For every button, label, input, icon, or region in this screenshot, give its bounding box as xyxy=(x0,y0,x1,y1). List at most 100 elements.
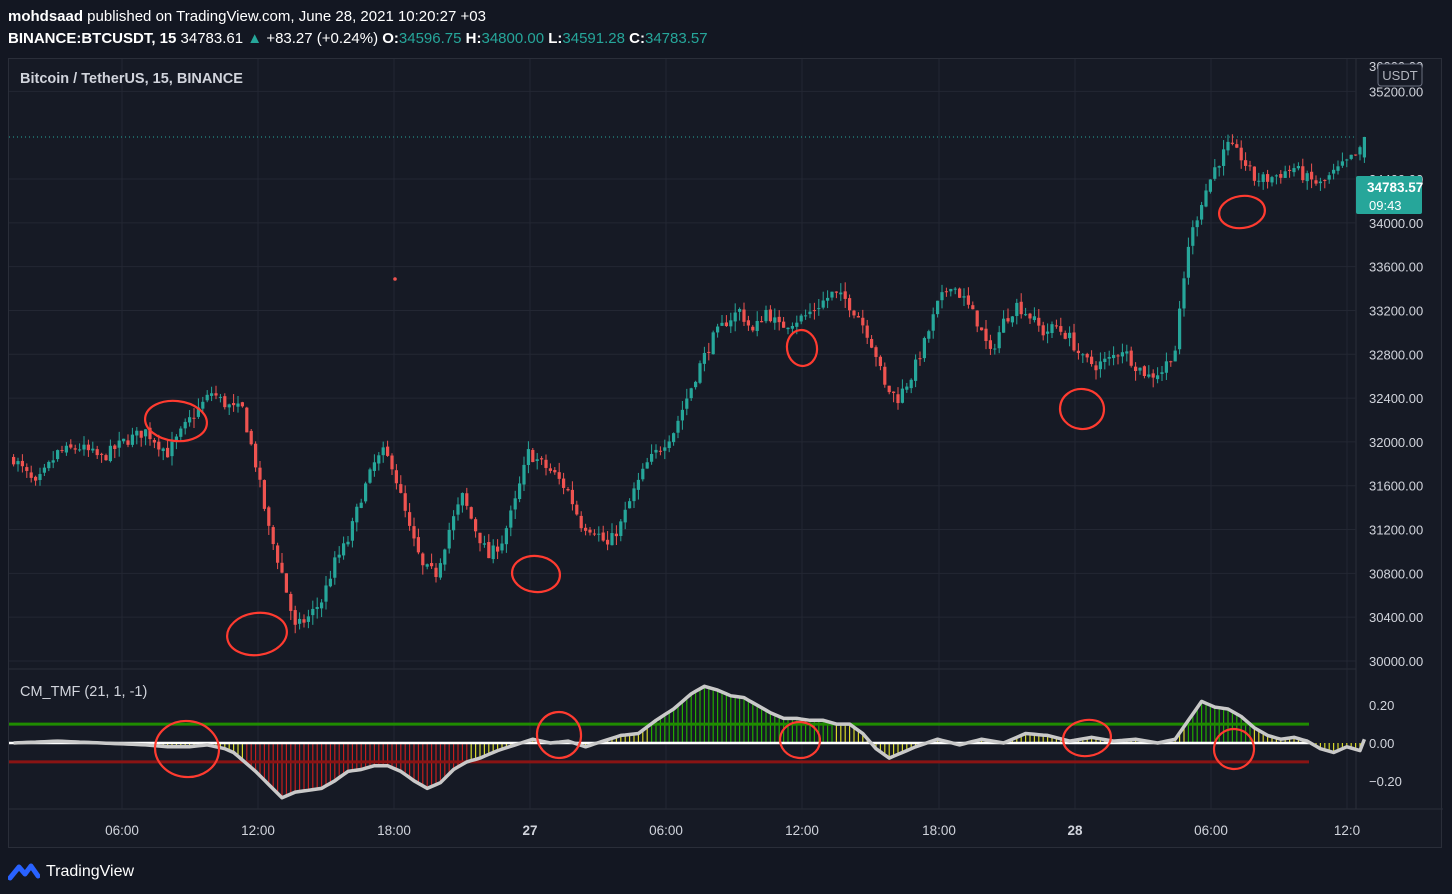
candle-body xyxy=(667,441,671,449)
candle-body xyxy=(790,325,794,329)
candle-body xyxy=(1120,352,1124,357)
candle-body xyxy=(408,512,412,526)
candle-body xyxy=(183,421,187,429)
candle-body xyxy=(1002,318,1006,333)
symbol-label[interactable]: BINANCE:BTCUSDT, 15 xyxy=(8,30,177,47)
candle-body xyxy=(896,394,900,404)
candle-body xyxy=(518,483,522,500)
candle-body xyxy=(108,445,112,462)
candle-body xyxy=(953,288,957,290)
candle-body xyxy=(531,449,535,463)
candle-body xyxy=(438,563,442,578)
publisher-name[interactable]: mohdsaad xyxy=(8,8,84,25)
candle-body xyxy=(403,493,407,511)
candle-body xyxy=(856,316,860,318)
price-tick-label: 32800.00 xyxy=(1369,347,1423,362)
candle-body xyxy=(680,409,684,421)
candle-body xyxy=(157,441,161,450)
candle-body xyxy=(47,461,51,469)
candle-body xyxy=(421,553,425,566)
candle-body xyxy=(170,441,174,457)
candle-body xyxy=(1296,166,1300,169)
candle-body xyxy=(311,608,315,616)
indicator-title[interactable]: CM_TMF (21, 1, -1) xyxy=(20,684,147,700)
annotation-circle xyxy=(785,328,819,368)
price-tick-label: 34000.00 xyxy=(1369,216,1423,231)
candle-body xyxy=(821,300,825,308)
candle-body xyxy=(654,449,658,453)
candle-body xyxy=(738,309,742,312)
candle-body xyxy=(940,292,944,301)
candle-body xyxy=(1010,316,1014,323)
candle-body xyxy=(535,459,539,462)
candle-body xyxy=(1244,160,1248,166)
candle-body xyxy=(232,403,236,406)
candle-body xyxy=(496,546,500,552)
candle-body xyxy=(900,388,904,403)
price-tick-label: 33600.00 xyxy=(1369,260,1423,275)
candle-body xyxy=(394,470,398,484)
candle-body xyxy=(1279,174,1283,178)
candle-body xyxy=(786,327,790,330)
candle-body xyxy=(1310,171,1314,180)
candle-body xyxy=(20,460,24,467)
candle-body xyxy=(760,321,764,323)
candle-body xyxy=(500,543,504,551)
last-price-marker: 34783.57 09:43 xyxy=(1356,176,1423,214)
candle-body xyxy=(839,292,843,295)
time-tick-label: 12:0 xyxy=(1334,823,1360,838)
candle-body xyxy=(958,288,962,298)
candle-body xyxy=(91,448,95,451)
candle-body xyxy=(412,526,416,539)
candle-body xyxy=(1191,227,1195,246)
candle-body xyxy=(399,484,403,493)
candle-body xyxy=(1252,166,1256,181)
annotation-circle xyxy=(226,611,288,657)
main-pane-title[interactable]: Bitcoin / TetherUS, 15, BINANCE xyxy=(20,71,243,87)
candle-body xyxy=(887,385,891,393)
candle-body xyxy=(144,429,148,437)
annotation-circle xyxy=(1062,718,1112,758)
candle-body xyxy=(100,453,104,455)
candle-body xyxy=(95,449,99,456)
tmf-tick-label: 0.20 xyxy=(1369,698,1394,713)
candle-body xyxy=(447,529,451,549)
candle-body xyxy=(262,480,266,509)
candle-body xyxy=(1112,355,1116,359)
ohlc-line: BINANCE:BTCUSDT, 15 34783.61 ▲ +83.27 (+… xyxy=(8,28,1444,50)
time-tick-label: 27 xyxy=(522,823,537,838)
chart-frame[interactable]: 30000.00 30400.00 30800.00 31200.00 31600.00… xyxy=(8,41,1443,849)
candle-body xyxy=(1305,173,1309,182)
close-value: 34783.57 xyxy=(644,30,708,47)
currency-badge[interactable]: USDT xyxy=(1377,63,1423,87)
candle-body xyxy=(1288,169,1292,171)
candle-body xyxy=(1046,331,1050,334)
annotation-circle xyxy=(153,719,221,779)
candle-body xyxy=(166,447,170,458)
candle-body xyxy=(1094,365,1098,371)
price-tick-label: 30400.00 xyxy=(1369,610,1423,625)
candle-body xyxy=(751,326,755,331)
candle-body xyxy=(742,309,746,322)
candle-body xyxy=(606,539,610,545)
candle-body xyxy=(152,440,156,443)
tmf-indicator xyxy=(9,684,1367,800)
candle-body xyxy=(1178,308,1182,350)
candle-body xyxy=(513,498,517,510)
candle-body xyxy=(812,310,816,312)
candle-body xyxy=(1160,372,1164,374)
candle-body xyxy=(416,537,420,553)
chart-canvas[interactable]: 30000.00 30400.00 30800.00 31200.00 31600.00… xyxy=(9,41,1443,849)
candle-body xyxy=(122,438,126,442)
candle-body xyxy=(848,298,852,311)
up-arrow-icon: ▲ xyxy=(247,30,263,47)
candle-body xyxy=(258,467,262,480)
candle-body xyxy=(267,507,271,526)
candle-body xyxy=(610,533,614,546)
candle-body xyxy=(1037,317,1041,326)
candle-body xyxy=(179,428,183,437)
candle-body xyxy=(685,398,689,409)
candle-body xyxy=(386,446,390,456)
tradingview-logo[interactable]: TradingView xyxy=(8,858,134,886)
candle-body xyxy=(566,489,570,491)
